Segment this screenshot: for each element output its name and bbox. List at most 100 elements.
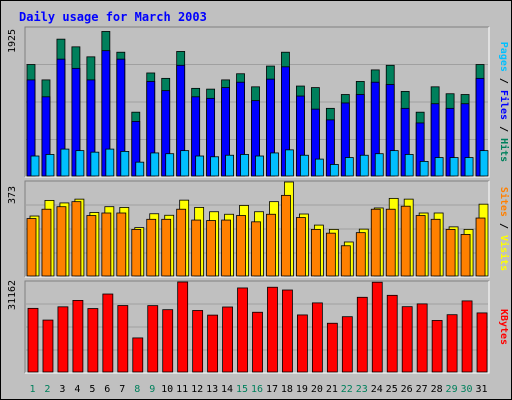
panel-visits-sites-legend-part-0: Sites [498, 187, 510, 217]
bar-sites-day-7 [116, 212, 127, 277]
bar-kbytes-day-6 [102, 293, 114, 373]
bar-kbytes-day-29 [446, 314, 458, 373]
bar-sites-day-31 [475, 217, 486, 277]
bar-sites-day-15 [236, 215, 246, 277]
bar-kbytes-day-7 [117, 305, 129, 373]
day-label-10: 10 [161, 384, 173, 395]
bar-sites-day-19 [296, 217, 306, 277]
bar-pages-day-20 [314, 158, 324, 177]
bar-pages-day-23 [359, 154, 369, 177]
bar-kbytes-day-8 [132, 337, 144, 373]
bar-pages-day-18 [285, 149, 294, 177]
day-label-25: 25 [386, 384, 398, 395]
panel-kbytes-area-light-edge [25, 281, 490, 374]
day-label-23: 23 [356, 384, 368, 395]
bar-pages-day-29 [449, 157, 459, 177]
bar-pages-day-9 [150, 152, 160, 177]
bar-kbytes-day-13 [207, 314, 219, 373]
day-label-17: 17 [266, 384, 278, 395]
panel-hits-files-pages-legend-part-4: Hits [498, 138, 510, 162]
panel-hits-files-pages-legend-part-1: / [498, 72, 509, 90]
bar-kbytes-day-1 [27, 307, 39, 373]
bar-sites-day-23 [355, 232, 366, 277]
bar-sites-day-1 [26, 218, 37, 277]
day-label-3: 3 [59, 384, 65, 395]
bar-kbytes-day-5 [87, 308, 99, 373]
bar-pages-day-16 [255, 155, 264, 177]
panel-visits-sites-area-shadow-edge [24, 180, 489, 277]
day-label-16: 16 [251, 384, 263, 395]
bar-pages-day-4 [75, 150, 85, 177]
bar-sites-day-10 [161, 218, 172, 277]
day-label-4: 4 [74, 384, 80, 395]
day-label-21: 21 [326, 384, 338, 395]
bar-kbytes-day-22 [341, 316, 353, 373]
day-label-8: 8 [134, 384, 140, 395]
bar-pages-day-3 [60, 148, 70, 177]
bar-sites-day-17 [266, 213, 276, 277]
bar-sites-day-13 [206, 220, 217, 277]
day-label-26: 26 [401, 384, 413, 395]
bar-pages-day-25 [389, 150, 399, 177]
bar-sites-day-30 [460, 234, 471, 277]
panel-hits-files-pages-ymax-label: 1925 [7, 29, 18, 53]
panel-visits-sites-area-light-edge [25, 181, 490, 278]
bar-kbytes-day-11 [177, 281, 189, 373]
day-label-20: 20 [311, 384, 323, 395]
bar-kbytes-day-27 [416, 303, 428, 373]
day-label-2: 2 [44, 384, 50, 395]
bar-kbytes-day-10 [162, 309, 174, 373]
panel-visits-sites-legend-part-1: / [498, 217, 509, 235]
bar-kbytes-day-26 [401, 306, 413, 373]
bar-kbytes-day-24 [371, 281, 383, 373]
bar-sites-day-21 [325, 232, 336, 277]
bar-pages-day-31 [479, 150, 489, 177]
bar-sites-day-9 [146, 218, 157, 277]
day-label-28: 28 [431, 384, 443, 395]
bar-pages-day-1 [30, 155, 40, 177]
bar-kbytes-day-31 [476, 312, 488, 373]
bar-kbytes-day-16 [252, 311, 263, 373]
bar-kbytes-day-17 [267, 286, 278, 373]
bar-pages-day-10 [165, 153, 175, 177]
bar-kbytes-day-23 [356, 296, 368, 373]
bar-kbytes-day-21 [326, 322, 338, 373]
day-label-14: 14 [221, 384, 233, 395]
bar-kbytes-day-14 [222, 306, 233, 373]
bar-pages-day-19 [300, 154, 309, 177]
panel-hits-files-pages-legend-part-2: Files [498, 90, 510, 120]
day-label-6: 6 [104, 384, 110, 395]
day-label-18: 18 [281, 384, 293, 395]
panel-hits-files-pages-legend-label: Pages / Files / Hits [498, 42, 510, 162]
bar-pages-day-5 [90, 151, 100, 177]
bar-kbytes-day-28 [431, 320, 443, 373]
bar-pages-day-8 [135, 161, 145, 177]
bar-sites-day-4 [71, 201, 82, 277]
bar-sites-day-24 [370, 208, 381, 277]
bar-pages-day-11 [180, 150, 190, 177]
bar-pages-day-22 [344, 157, 354, 177]
day-label-30: 30 [461, 384, 473, 395]
bar-pages-day-28 [434, 157, 444, 177]
day-label-27: 27 [416, 384, 428, 395]
day-label-31: 31 [475, 384, 487, 395]
day-label-24: 24 [371, 384, 383, 395]
panel-kbytes-area-shadow-edge [24, 280, 489, 373]
bar-kbytes-day-19 [297, 314, 308, 373]
bar-pages-day-7 [120, 150, 130, 177]
bar-sites-day-22 [340, 245, 351, 277]
bar-kbytes-day-4 [72, 300, 84, 373]
day-label-13: 13 [206, 384, 218, 395]
bar-pages-day-24 [374, 153, 384, 177]
bar-kbytes-day-20 [311, 302, 323, 373]
day-label-12: 12 [191, 384, 203, 395]
bar-pages-day-13 [210, 156, 220, 177]
day-label-11: 11 [176, 384, 188, 395]
bar-sites-day-27 [415, 215, 426, 277]
bar-kbytes-day-30 [461, 300, 473, 373]
bar-sites-day-25 [385, 208, 396, 277]
bar-sites-day-5 [86, 215, 97, 277]
panel-visits-sites-ymax-label: 373 [7, 186, 18, 204]
bar-sites-day-16 [251, 221, 261, 277]
